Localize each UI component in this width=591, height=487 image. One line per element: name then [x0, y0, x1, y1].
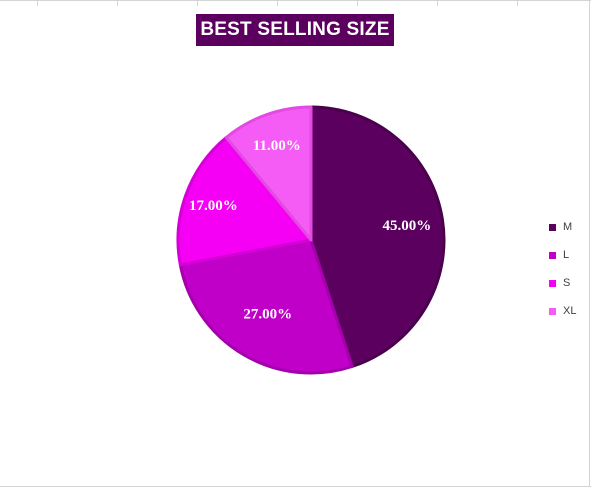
legend-swatch-l [549, 251, 556, 259]
pie-slice-xl[interactable] [224, 105, 313, 242]
data-label-xl: 11.00% [253, 138, 301, 154]
legend-label-m: M [563, 221, 573, 233]
legend-label-xl: XL [563, 305, 577, 317]
pie-slice-m[interactable] [309, 105, 446, 368]
legend-label-s: S [563, 277, 571, 289]
legend-swatch-xl [549, 307, 556, 315]
legend-swatch-m [549, 223, 556, 231]
legend-item-m: M [549, 213, 591, 241]
pie-slice-l[interactable] [178, 238, 354, 375]
legend-item-s: S [549, 269, 591, 297]
pie-slice-s[interactable] [176, 136, 313, 267]
data-label-l: 27.00% [243, 306, 292, 322]
legend-item-l: L [549, 241, 591, 269]
legend-item-xl: XL [549, 297, 591, 325]
data-label-m: 45.00% [383, 218, 432, 234]
chart-legend: M L S XL [549, 213, 591, 325]
legend-label-l: L [563, 249, 570, 261]
legend-swatch-s [549, 279, 556, 287]
data-label-s: 17.00% [189, 198, 238, 214]
chart-title: BEST SELLING SIZE [196, 14, 394, 46]
